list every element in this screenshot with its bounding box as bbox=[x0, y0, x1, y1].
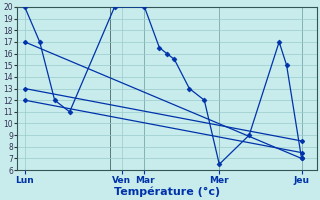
X-axis label: Température (°c): Température (°c) bbox=[114, 186, 220, 197]
